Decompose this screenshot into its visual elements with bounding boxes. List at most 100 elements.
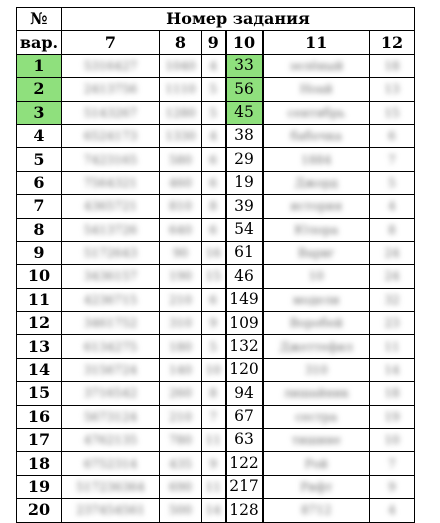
answer-9-blurred: 6 <box>201 217 226 242</box>
table-row: 9 5172643 90 16 61 Варвг 24 <box>16 240 415 266</box>
variant-number: 8 <box>16 217 62 242</box>
answer-8-blurred: 140 <box>159 357 202 383</box>
header-col-9: 9 <box>201 30 226 55</box>
answer-11-blurred: Рифт <box>262 474 370 500</box>
answer-12-blurred: 6 <box>369 123 415 149</box>
variant-number: 7 <box>16 194 62 219</box>
variant-number: 11 <box>16 287 62 313</box>
table-row: 12 3461752 310 9 109 Воробей 23 <box>16 311 415 336</box>
answer-table: № Номер задания вар. 7 8 9 10 11 12 1 5 31… <box>16 6 415 523</box>
answer-10: 132 <box>224 334 264 359</box>
answer-9-blurred: 9 <box>201 451 226 476</box>
answer-8-blurred: 460 <box>159 170 202 196</box>
table-row: 1 5316427 1040 4 33 зелёный 18 <box>16 53 415 79</box>
table-row: 3 5143267 1280 5 45 сентябрь 15 <box>16 100 415 125</box>
table-row: 7 4365721 810 8 39 история 4 <box>16 194 415 219</box>
answer-11-blurred: Воробей <box>262 311 370 336</box>
variant-number: 9 <box>16 240 62 266</box>
answer-7-blurred: 6524173 <box>61 123 160 149</box>
answer-10: 217 <box>224 474 264 500</box>
answer-8-blurred: 580 <box>159 147 202 172</box>
answer-10: 45 <box>224 100 264 125</box>
answer-11-blurred: Варвг <box>262 240 370 266</box>
answer-12-blurred: 5 <box>369 170 415 196</box>
answer-7-blurred: 3156724 <box>61 357 160 383</box>
answer-8-blurred: 435 <box>159 451 202 476</box>
answer-8-blurred: 260 <box>159 381 202 406</box>
variant-number: 10 <box>16 264 62 289</box>
table-row: 2 2413756 1110 5 56 Ноай 13 <box>16 77 415 102</box>
answer-9-blurred: 6 <box>201 170 226 196</box>
answer-7-blurred: 2413756 <box>61 77 160 102</box>
answer-12-blurred: 4 <box>369 498 415 523</box>
variant-number: 18 <box>16 451 62 476</box>
answer-7-blurred: 7564321 <box>61 170 160 196</box>
answer-11-blurred: сестра <box>262 404 370 430</box>
answer-8-blurred: 180 <box>159 334 202 359</box>
answer-9-blurred: 6 <box>201 287 226 313</box>
variant-number: 20 <box>16 498 62 523</box>
answer-10: 61 <box>224 240 264 266</box>
answer-12-blurred: 8 <box>369 217 415 242</box>
variant-number: 1 <box>16 53 62 79</box>
answer-9-blurred: 4 <box>201 123 226 149</box>
answer-12-blurred: 7 <box>369 451 415 476</box>
variant-number: 2 <box>16 77 62 102</box>
table-row: 18 6752314 435 9 122 Рой 7 <box>16 451 415 476</box>
table-row: 13 6134275 180 5 132 Джеттефил 11 <box>16 334 415 359</box>
answer-9-blurred: 9 <box>201 311 226 336</box>
answer-9-blurred: 5 <box>201 77 226 102</box>
answer-11-blurred: Джеттефил <box>262 334 370 359</box>
answer-8-blurred: 210 <box>159 404 202 430</box>
answer-11-blurred: 1884 <box>262 147 370 172</box>
answer-10: 46 <box>224 264 264 289</box>
header-task-number: Номер задания <box>61 6 415 32</box>
answer-8-blurred: 810 <box>159 194 202 219</box>
answer-12-blurred: 9 <box>369 474 415 500</box>
header-col-7: 7 <box>61 30 160 55</box>
answer-9-blurred: 4 <box>201 53 226 79</box>
answer-10: 56 <box>224 77 264 102</box>
answer-11-blurred: Джорд <box>262 170 370 196</box>
variant-number: 13 <box>16 334 62 359</box>
table-row: 20 237454561 500 14 128 8712 4 <box>16 498 415 523</box>
answer-10: 29 <box>224 147 264 172</box>
table-row: 6 7564321 460 6 19 Джорд 5 <box>16 170 415 196</box>
table-row: 17 4762135 780 11 63 тишине 10 <box>16 428 415 453</box>
variant-number: 17 <box>16 428 62 453</box>
answer-10: 67 <box>224 404 264 430</box>
header-col-8: 8 <box>159 30 202 55</box>
answer-7-blurred: 5143267 <box>61 100 160 125</box>
header-number-sign: № <box>16 6 62 32</box>
table-body: 1 5316427 1040 4 33 зелёный 18 2 2413756 1110 5 56 Н… <box>16 53 415 523</box>
answer-11-blurred: 10 <box>262 264 370 289</box>
answer-11-blurred: зелёный <box>262 53 370 79</box>
table-row: 14 3156724 140 10 120 310 14 <box>16 357 415 383</box>
answer-11-blurred: лишайник <box>262 381 370 406</box>
table-row: 8 5413726 640 6 54 Юлора 8 <box>16 217 415 242</box>
table-row: 4 6524173 1330 4 38 бабочка 6 <box>16 123 415 149</box>
table-header: № Номер задания вар. 7 8 9 10 11 12 <box>16 6 415 55</box>
answer-12-blurred: 24 <box>369 264 415 289</box>
answer-9-blurred: 5 <box>201 334 226 359</box>
answer-12-blurred: 7 <box>369 147 415 172</box>
answer-10: 33 <box>224 53 264 79</box>
answer-7-blurred: 6752314 <box>61 451 160 476</box>
variant-number: 16 <box>16 404 62 430</box>
answer-12-blurred: 24 <box>369 240 415 266</box>
answer-10: 39 <box>224 194 264 219</box>
answer-8-blurred: 780 <box>159 428 202 453</box>
answer-12-blurred: 11 <box>369 334 415 359</box>
answer-12-blurred: 4 <box>369 194 415 219</box>
answer-9-blurred: 14 <box>201 498 226 523</box>
answer-10: 122 <box>224 451 264 476</box>
answer-7-blurred: 5673124 <box>61 404 160 430</box>
answer-8-blurred: 1280 <box>159 100 202 125</box>
answer-7-blurred: 4236715 <box>61 287 160 313</box>
answer-9-blurred: 10 <box>201 357 226 383</box>
answer-7-blurred: 237454561 <box>61 498 160 523</box>
answer-7-blurred: 3436157 <box>61 264 160 289</box>
header-col-11: 11 <box>262 30 370 55</box>
answer-12-blurred: 18 <box>369 381 415 406</box>
header-col-12: 12 <box>369 30 415 55</box>
